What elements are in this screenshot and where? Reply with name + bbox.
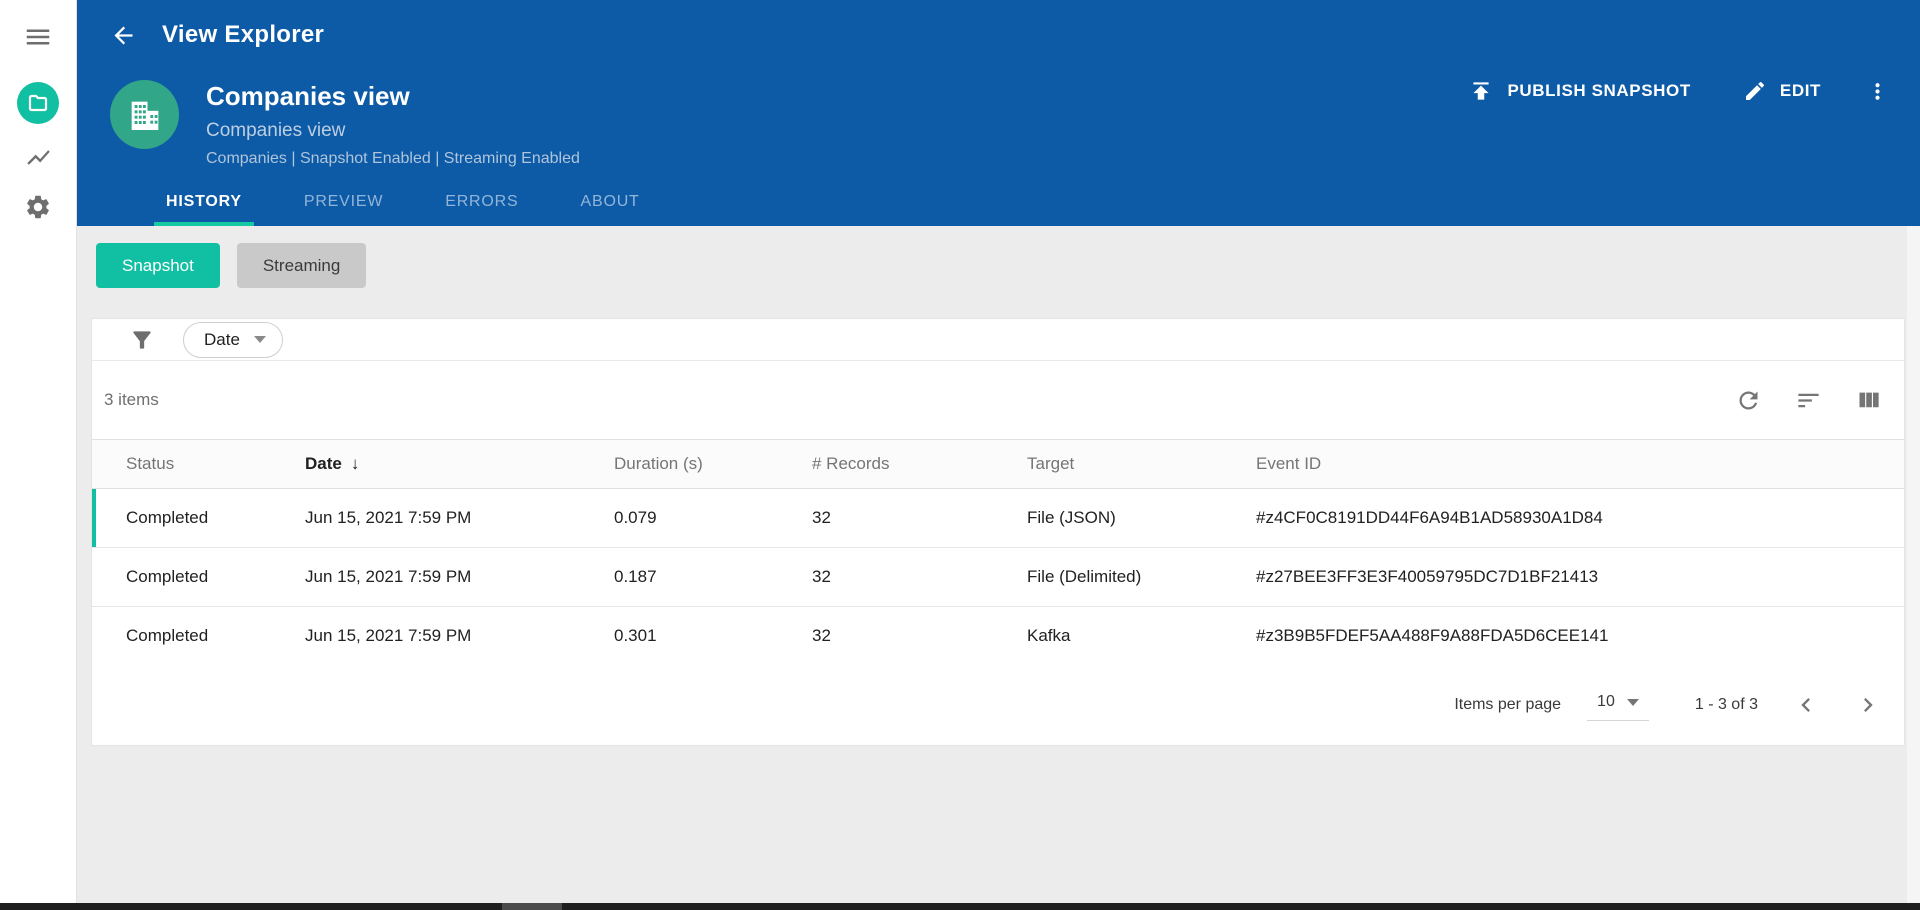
- view-title: Companies view: [206, 81, 410, 111]
- cell-status: Completed: [126, 508, 209, 527]
- horizontal-scrollbar-thumb[interactable]: [502, 903, 562, 910]
- cell-date: Jun 15, 2021 7:59 PM: [305, 626, 472, 646]
- history-card: Date 3 items: [91, 318, 1905, 746]
- top-bar: View Explorer: [77, 0, 1920, 49]
- cell-duration: 0.187: [614, 567, 657, 586]
- back-arrow-icon[interactable]: [110, 22, 137, 49]
- columns-icon[interactable]: [1855, 387, 1882, 414]
- sort-descending-icon: ↓: [350, 454, 360, 473]
- publish-snapshot-label: PUBLISH SNAPSHOT: [1507, 81, 1691, 100]
- table-header-row: Status Date ↓ Duration (s) # Records Targ…: [92, 439, 1904, 489]
- tab-bar: HISTORY PREVIEW ERRORS ABOUT: [154, 193, 690, 226]
- chart-icon[interactable]: [25, 144, 52, 171]
- cell-records: 32: [812, 508, 831, 527]
- view-subtitle: Companies view: [206, 120, 346, 141]
- left-sidebar: [0, 0, 77, 910]
- menu-icon[interactable]: [23, 22, 53, 52]
- filter-bar: Date: [92, 319, 1904, 361]
- column-header-records[interactable]: # Records: [812, 454, 890, 473]
- items-per-page-label: Items per page: [1454, 696, 1562, 713]
- tab-errors[interactable]: ERRORS: [445, 193, 519, 210]
- column-header-duration[interactable]: Duration (s): [614, 454, 703, 473]
- cell-target: File (Delimited): [1027, 567, 1142, 586]
- items-count: 3 items: [104, 390, 159, 409]
- page-size-select[interactable]: 10: [1587, 689, 1649, 721]
- edit-pencil-icon: [1743, 79, 1767, 103]
- more-options-kebab-icon[interactable]: [1865, 79, 1890, 104]
- cell-records: 32: [812, 567, 831, 586]
- cell-status: Completed: [126, 626, 209, 646]
- cell-records: 32: [812, 626, 831, 646]
- cell-target: File (JSON): [1027, 508, 1116, 527]
- vertical-scrollbar[interactable]: [1907, 226, 1920, 903]
- chevron-down-icon: [253, 336, 266, 343]
- view-meta: Companies | Snapshot Enabled | Streaming…: [206, 150, 580, 167]
- tab-about[interactable]: ABOUT: [580, 193, 640, 210]
- history-table: Status Date ↓ Duration (s) # Records Targ…: [92, 439, 1904, 666]
- page-size-value: 10: [1597, 693, 1615, 710]
- filter-funnel-icon[interactable]: [129, 327, 155, 353]
- tab-history[interactable]: HISTORY: [154, 193, 254, 226]
- table-row[interactable]: Completed Jun 15, 2021 7:59 PM 0.301 32 …: [92, 606, 1904, 666]
- pagination-bar: Items per page 10 1 - 3 of 3: [92, 666, 1904, 745]
- publish-snapshot-button[interactable]: PUBLISH SNAPSHOT: [1468, 78, 1690, 104]
- cell-status: Completed: [126, 567, 209, 586]
- date-filter-label: Date: [204, 329, 240, 349]
- column-header-status[interactable]: Status: [126, 454, 175, 473]
- date-filter-dropdown[interactable]: Date: [183, 321, 283, 358]
- next-page-icon[interactable]: [1854, 691, 1882, 719]
- previous-page-icon[interactable]: [1792, 691, 1820, 719]
- cell-event-id: #z27BEE3FF3E3F40059795DC7D1BF21413: [1256, 567, 1599, 586]
- building-icon: [131, 101, 158, 130]
- column-header-target[interactable]: Target: [1027, 454, 1075, 473]
- tab-preview[interactable]: PREVIEW: [303, 193, 384, 210]
- app-header: View Explorer Companies view Companies v…: [77, 0, 1920, 226]
- sort-icon[interactable]: [1795, 387, 1822, 414]
- cell-target: Kafka: [1027, 626, 1071, 646]
- settings-gear-icon[interactable]: [24, 193, 52, 221]
- chevron-down-icon: [1626, 698, 1639, 706]
- mode-toggle: Snapshot Streaming: [96, 243, 367, 288]
- cell-date: Jun 15, 2021 7:59 PM: [305, 508, 472, 527]
- table-row[interactable]: Completed Jun 15, 2021 7:59 PM 0.079 32 …: [92, 488, 1904, 548]
- view-summary: Companies view Companies view Companies …: [110, 80, 580, 168]
- table-tools: [1735, 387, 1904, 414]
- main-content: Snapshot Streaming Date 3 items: [77, 226, 1920, 910]
- cell-duration: 0.301: [614, 626, 657, 646]
- column-header-date[interactable]: Date ↓: [305, 454, 360, 473]
- horizontal-scrollbar[interactable]: [0, 903, 1920, 910]
- items-bar: 3 items: [92, 361, 1904, 439]
- view-explorer-icon[interactable]: [17, 82, 59, 124]
- avatar: [110, 80, 179, 149]
- streaming-toggle-button[interactable]: Streaming: [236, 243, 367, 288]
- cell-event-id: #z4CF0C8191DD44F6A94B1AD58930A1D84: [1256, 508, 1603, 527]
- pagination-range: 1 - 3 of 3: [1694, 696, 1758, 713]
- table-row[interactable]: Completed Jun 15, 2021 7:59 PM 0.187 32 …: [92, 547, 1904, 607]
- column-header-event-id[interactable]: Event ID: [1256, 454, 1322, 473]
- header-actions: PUBLISH SNAPSHOT EDIT: [1468, 78, 1890, 104]
- publish-upload-icon: [1468, 78, 1494, 104]
- page-title: View Explorer: [162, 21, 325, 48]
- cell-date: Jun 15, 2021 7:59 PM: [305, 567, 472, 586]
- refresh-icon[interactable]: [1735, 387, 1762, 414]
- edit-button[interactable]: EDIT: [1743, 79, 1821, 103]
- snapshot-toggle-button[interactable]: Snapshot: [96, 243, 220, 288]
- edit-label: EDIT: [1779, 81, 1821, 100]
- cell-duration: 0.079: [614, 508, 657, 527]
- cell-event-id: #z3B9B5FDEF5AA488F9A88FDA5D6CEE141: [1256, 626, 1609, 646]
